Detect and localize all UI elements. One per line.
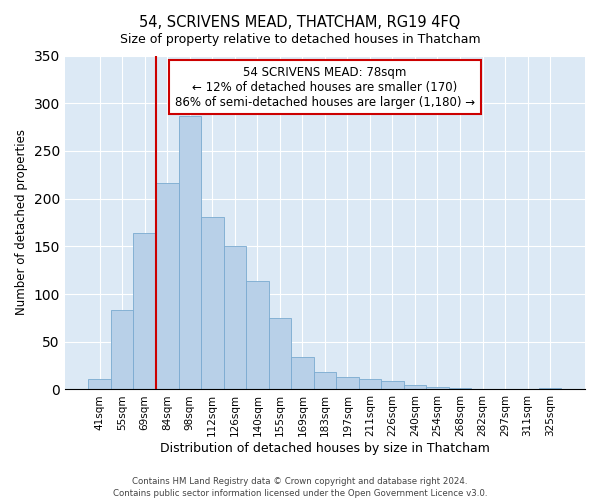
Bar xyxy=(156,184,179,390)
Y-axis label: Number of detached properties: Number of detached properties xyxy=(15,130,28,316)
Bar xyxy=(471,388,494,390)
Bar xyxy=(133,233,156,390)
Bar xyxy=(381,381,404,390)
Bar xyxy=(314,372,336,390)
Text: 54, SCRIVENS MEAD, THATCHAM, RG19 4FQ: 54, SCRIVENS MEAD, THATCHAM, RG19 4FQ xyxy=(139,15,461,30)
Bar xyxy=(246,280,269,390)
Text: Size of property relative to detached houses in Thatcham: Size of property relative to detached ho… xyxy=(119,32,481,46)
Bar xyxy=(88,379,111,390)
Bar xyxy=(494,388,517,390)
Bar xyxy=(404,384,426,390)
Bar xyxy=(179,116,201,390)
Bar xyxy=(426,386,449,390)
Bar xyxy=(269,318,291,390)
X-axis label: Distribution of detached houses by size in Thatcham: Distribution of detached houses by size … xyxy=(160,442,490,455)
Bar xyxy=(539,388,562,390)
Bar xyxy=(111,310,133,390)
Bar xyxy=(201,217,224,390)
Text: 54 SCRIVENS MEAD: 78sqm
← 12% of detached houses are smaller (170)
86% of semi-d: 54 SCRIVENS MEAD: 78sqm ← 12% of detache… xyxy=(175,66,475,108)
Text: Contains HM Land Registry data © Crown copyright and database right 2024.
Contai: Contains HM Land Registry data © Crown c… xyxy=(113,476,487,498)
Bar xyxy=(336,377,359,390)
Bar xyxy=(359,379,381,390)
Bar xyxy=(291,357,314,390)
Bar xyxy=(224,246,246,390)
Bar xyxy=(449,388,471,390)
